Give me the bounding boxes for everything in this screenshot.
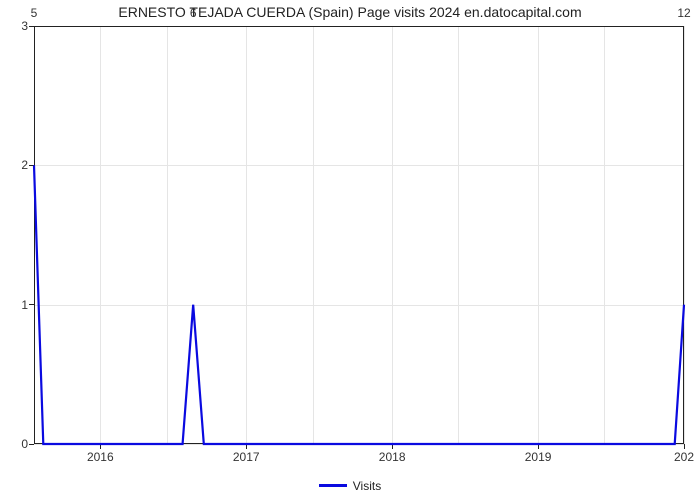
y-tick-label: 0 <box>21 437 34 451</box>
legend: Visits <box>0 478 700 493</box>
top-tick-label: 5 <box>31 6 38 26</box>
chart-container: ERNESTO TEJADA CUERDA (Spain) Page visit… <box>0 0 700 500</box>
x-tick-label: 2016 <box>87 444 114 464</box>
x-tick-label: 2017 <box>233 444 260 464</box>
y-tick-label: 2 <box>21 158 34 172</box>
grid-line-v <box>684 26 685 444</box>
series-svg <box>34 26 684 444</box>
legend-swatch <box>319 484 347 487</box>
x-tick-label: 2018 <box>379 444 406 464</box>
plot-area: 012320162017201820192025612 <box>34 26 684 444</box>
top-tick-label: 6 <box>190 6 197 26</box>
x-tick-label: 202 <box>674 444 694 464</box>
top-tick-label: 12 <box>677 6 690 26</box>
x-tick-label: 2019 <box>525 444 552 464</box>
y-tick-label: 1 <box>21 298 34 312</box>
series-line <box>34 165 684 444</box>
legend-label: Visits <box>353 479 381 493</box>
chart-title: ERNESTO TEJADA CUERDA (Spain) Page visit… <box>0 4 700 20</box>
